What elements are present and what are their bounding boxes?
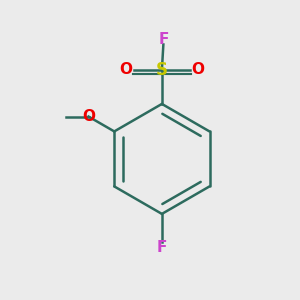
Text: S: S xyxy=(156,61,168,79)
Text: F: F xyxy=(157,240,167,255)
Text: O: O xyxy=(191,62,204,77)
Text: F: F xyxy=(158,32,169,47)
Text: O: O xyxy=(120,62,133,77)
Text: O: O xyxy=(82,109,95,124)
